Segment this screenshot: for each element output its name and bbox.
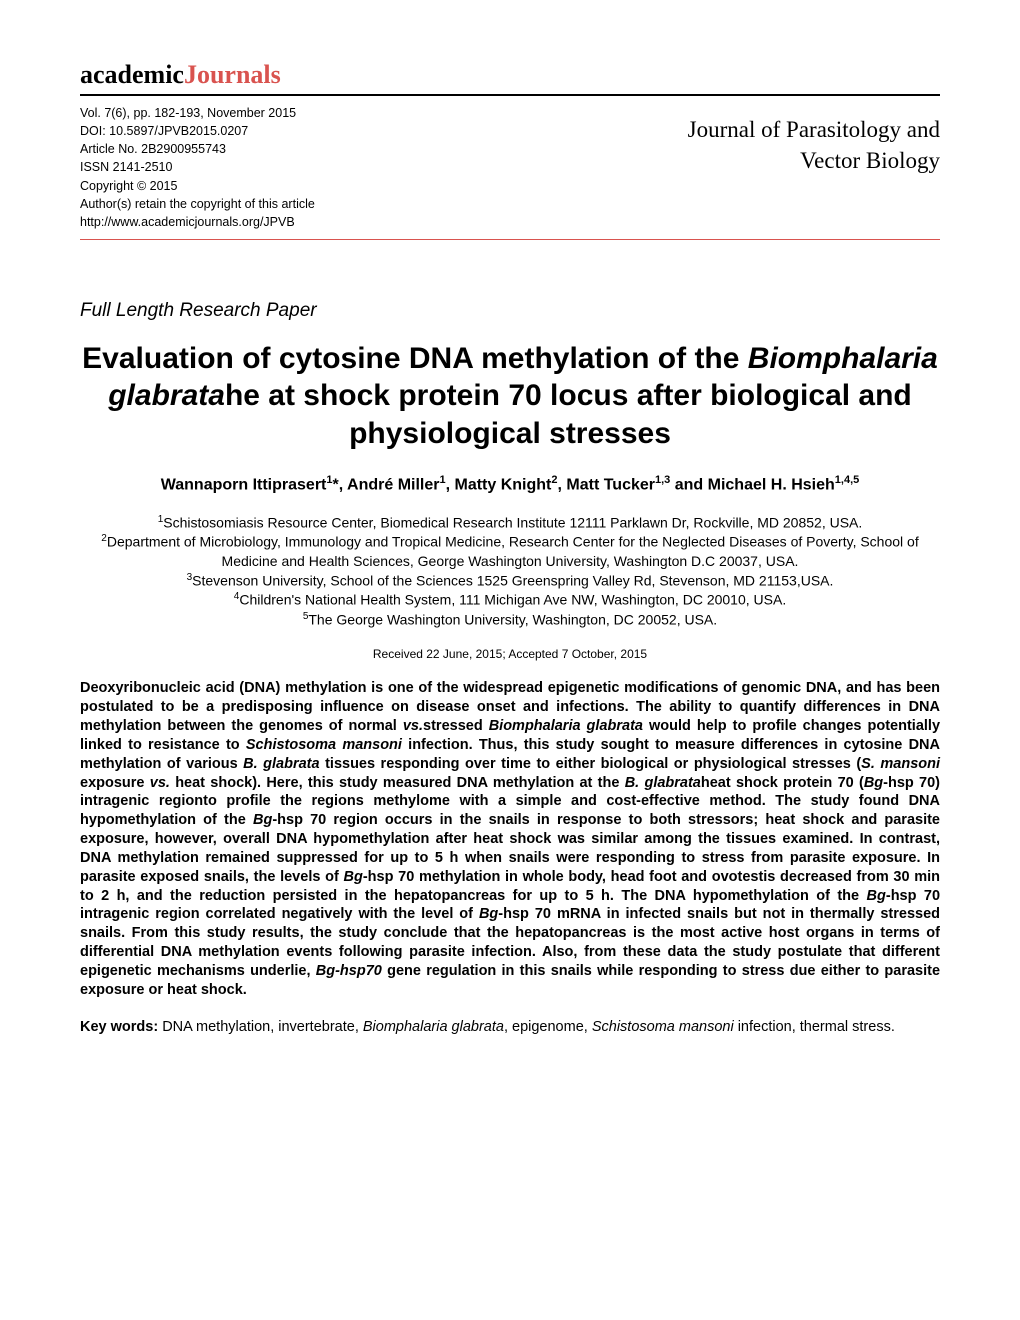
journal-line2: Vector Biology	[688, 145, 940, 176]
logo-container: academicJournals	[80, 60, 940, 96]
keywords-label: Key words:	[80, 1019, 158, 1035]
paper-type: Full Length Research Paper	[80, 300, 940, 322]
metadata-row: Vol. 7(6), pp. 182-193, November 2015 DO…	[80, 104, 940, 240]
title-part1: Evaluation of cytosine DNA methylation o…	[82, 342, 748, 375]
abstract: Deoxyribonucleic acid (DNA) methylation …	[80, 679, 940, 999]
article-number: Article No. 2B2900955743	[80, 140, 315, 158]
doi-info: DOI: 10.5897/JPVB2015.0207	[80, 122, 315, 140]
affiliation-4: 4Children's National Health System, 111 …	[80, 590, 940, 610]
metadata-left: Vol. 7(6), pp. 182-193, November 2015 DO…	[80, 104, 315, 231]
journal-url[interactable]: http://www.academicjournals.org/JPVB	[80, 213, 315, 231]
journal-line1: Journal of Parasitology and	[688, 114, 940, 145]
article-title: Evaluation of cytosine DNA methylation o…	[80, 340, 940, 453]
affiliation-1: 1Schistosomiasis Resource Center, Biomed…	[80, 513, 940, 533]
copyright-info: Copyright © 2015	[80, 177, 315, 195]
affiliations: 1Schistosomiasis Resource Center, Biomed…	[80, 513, 940, 630]
journal-name: Journal of Parasitology and Vector Biolo…	[688, 104, 940, 231]
affiliation-3: 3Stevenson University, School of the Sci…	[80, 571, 940, 591]
logo-part1: academic	[80, 60, 184, 89]
article-dates: Received 22 June, 2015; Accepted 7 Octob…	[80, 647, 940, 661]
issn-info: ISSN 2141-2510	[80, 158, 315, 176]
author-retain: Author(s) retain the copyright of this a…	[80, 195, 315, 213]
authors-list: Wannaporn Ittiprasert1*, André Miller1, …	[80, 474, 940, 494]
volume-info: Vol. 7(6), pp. 182-193, November 2015	[80, 104, 315, 122]
keywords: Key words: DNA methylation, invertebrate…	[80, 1018, 940, 1037]
publisher-logo: academicJournals	[80, 60, 281, 89]
affiliation-2: 2Department of Microbiology, Immunology …	[80, 532, 940, 570]
logo-part2: Journals	[184, 60, 281, 89]
affiliation-5: 5The George Washington University, Washi…	[80, 610, 940, 630]
title-part2: he at shock protein 70 locus after biolo…	[225, 379, 912, 450]
